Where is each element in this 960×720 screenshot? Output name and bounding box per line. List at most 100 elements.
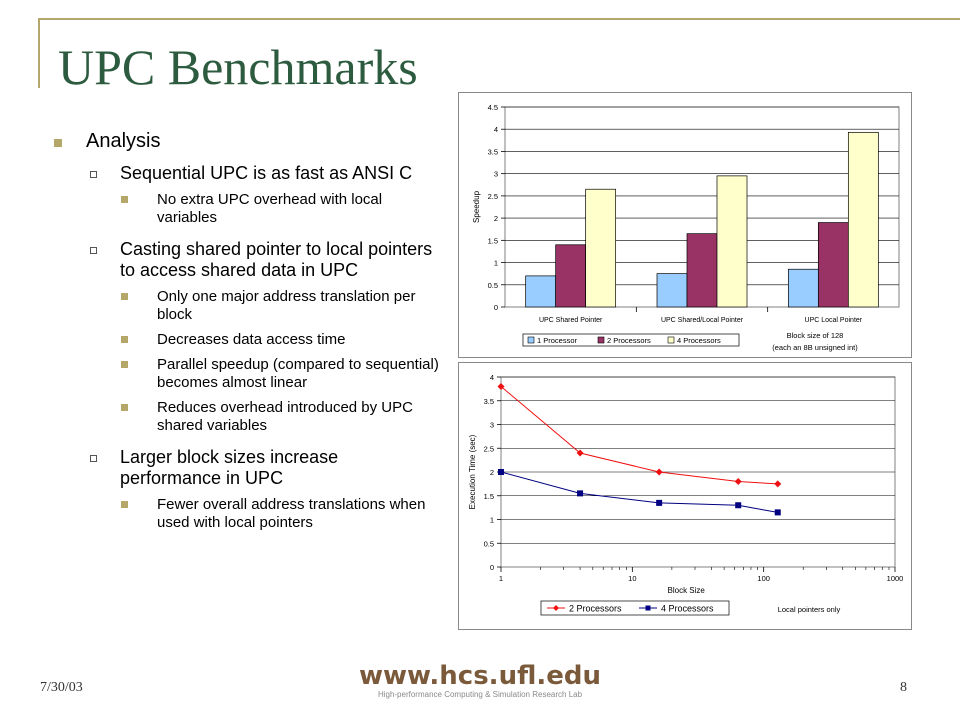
bullet-subitem: Only one major address translation per b… bbox=[48, 288, 443, 324]
square-bullet-icon bbox=[121, 196, 128, 203]
logo-subtitle: High-performance Computing & Simulation … bbox=[377, 690, 583, 699]
legend-swatch bbox=[597, 336, 605, 344]
bullet-subitem: Fewer overall address translations when … bbox=[48, 496, 443, 532]
y-tick-label: 3.5 bbox=[484, 397, 494, 406]
square-bullet-icon bbox=[121, 404, 128, 411]
bullet-subitem-text: Decreases data access time bbox=[157, 331, 346, 348]
page-number: 8 bbox=[900, 680, 907, 695]
title-frame-top bbox=[38, 18, 960, 20]
y-tick-label: 4 bbox=[494, 125, 498, 134]
data-point bbox=[735, 502, 742, 509]
y-tick-label: 1 bbox=[490, 516, 494, 525]
y-tick-label: 2.5 bbox=[484, 444, 494, 453]
hollow-square-bullet-icon bbox=[90, 247, 97, 254]
legend-box bbox=[522, 333, 740, 347]
legend-marker bbox=[645, 605, 651, 611]
data-point bbox=[576, 449, 584, 457]
bullet-subitem-text: Reduces overhead introduced by UPC share… bbox=[157, 399, 413, 434]
y-tick-label: 2.5 bbox=[488, 192, 498, 201]
bar bbox=[817, 222, 849, 308]
bullet-item: Sequential UPC is as fast as ANSI C bbox=[48, 163, 443, 184]
bullet-list: Analysis Sequential UPC is as fast as AN… bbox=[48, 130, 443, 532]
y-tick-label: 1.5 bbox=[484, 492, 494, 501]
bullet-heading: Analysis bbox=[48, 130, 443, 153]
x-tick-label: UPC Shared/Local Pointer bbox=[661, 317, 744, 324]
legend-label: 2 Processors bbox=[569, 604, 622, 614]
data-point bbox=[734, 478, 742, 485]
bullet-subitem-text: Only one major address translation per b… bbox=[157, 288, 416, 323]
title-frame-left bbox=[38, 18, 40, 88]
data-point bbox=[577, 490, 584, 497]
y-tick-label: 3 bbox=[490, 421, 494, 430]
legend-label: 2 Processors bbox=[607, 336, 651, 345]
bullet-item: Casting shared pointer to local pointers… bbox=[48, 239, 443, 281]
chart-note: Local pointers only bbox=[778, 605, 841, 614]
data-point bbox=[497, 383, 505, 390]
legend-label: 4 Processors bbox=[661, 604, 714, 614]
y-tick-label: 0 bbox=[490, 563, 494, 572]
bar bbox=[716, 175, 748, 308]
bar bbox=[686, 233, 718, 308]
logo-url: www.hcs.ufl.edu bbox=[359, 661, 601, 691]
y-tick-label: 0 bbox=[494, 303, 498, 312]
bullet-subitem: Reduces overhead introduced by UPC share… bbox=[48, 399, 443, 435]
y-tick-label: 1.5 bbox=[488, 236, 498, 245]
bullet-subitem-text: Fewer overall address translations when … bbox=[157, 496, 426, 531]
data-point bbox=[656, 499, 663, 506]
y-tick-label: 3 bbox=[494, 170, 498, 179]
bullet-item-text: Casting shared pointer to local pointers… bbox=[120, 239, 433, 280]
hollow-square-bullet-icon bbox=[90, 171, 97, 178]
y-tick-label: 3.5 bbox=[488, 147, 498, 156]
x-tick-label: UPC Shared Pointer bbox=[539, 317, 603, 324]
square-bullet-icon bbox=[121, 336, 128, 343]
square-bullet-icon bbox=[121, 361, 128, 368]
bar bbox=[585, 188, 617, 308]
legend-box bbox=[540, 600, 730, 616]
bullet-item-text: Sequential UPC is as fast as ANSI C bbox=[120, 163, 413, 183]
y-tick-label: 1 bbox=[494, 259, 498, 268]
square-bullet-icon bbox=[121, 501, 128, 508]
y-tick-label: 2 bbox=[490, 468, 494, 477]
y-tick-label: 2 bbox=[494, 214, 498, 223]
bullet-subitem-text: No extra UPC overhead with local variabl… bbox=[157, 191, 383, 226]
x-tick-label: UPC Local Pointer bbox=[805, 317, 863, 324]
y-axis-label: Execution Time (sec) bbox=[468, 434, 477, 509]
y-tick-label: 0.5 bbox=[488, 281, 498, 290]
legend-swatch bbox=[667, 336, 675, 344]
bullet-item: Larger block sizes increase performance … bbox=[48, 447, 443, 489]
legend-swatch bbox=[527, 336, 535, 344]
legend-marker bbox=[553, 605, 559, 611]
y-tick-label: 0.5 bbox=[484, 539, 494, 548]
bar bbox=[525, 275, 557, 308]
x-axis-label: Block Size bbox=[668, 586, 706, 595]
bar bbox=[656, 273, 688, 308]
bullet-heading-text: Analysis bbox=[86, 130, 161, 152]
bar bbox=[847, 131, 879, 308]
lab-logo: www.hcs.ufl.edu High-performance Computi… bbox=[300, 662, 660, 699]
x-tick-label: 1 bbox=[499, 574, 503, 583]
slide-title: UPC Benchmarks bbox=[58, 39, 418, 95]
slide-date: 7/30/03 bbox=[40, 680, 83, 695]
bullet-subitem: No extra UPC overhead with local variabl… bbox=[48, 191, 443, 227]
bullet-subitem: Parallel speedup (compared to sequential… bbox=[48, 356, 443, 392]
bar bbox=[787, 268, 819, 308]
bar bbox=[555, 244, 587, 308]
chart-note: Block size of 128 bbox=[787, 331, 844, 340]
hollow-square-bullet-icon bbox=[90, 455, 97, 462]
y-tick-label: 4.5 bbox=[488, 103, 498, 112]
x-tick-label: 1000 bbox=[887, 574, 904, 583]
bullet-item-text: Larger block sizes increase performance … bbox=[120, 447, 339, 488]
square-bullet-icon bbox=[54, 139, 62, 147]
x-tick-label: 10 bbox=[628, 574, 636, 583]
execution-time-line-chart: 0 0.5 1 1.5 2 2.5 3 3.5 4 1 10 100 1000 Block Size Exe… bbox=[458, 362, 912, 630]
square-bullet-icon bbox=[121, 293, 128, 300]
y-axis-label: Speedup bbox=[472, 190, 481, 223]
speedup-bar-chart-svg: 0 0.5 1 1.5 2 2.5 3 3.5 4 4.5 Speedup UPC Shared Po… bbox=[472, 103, 900, 352]
data-point bbox=[774, 509, 781, 516]
data-point bbox=[498, 469, 504, 475]
bullet-subitem: Decreases data access time bbox=[48, 331, 443, 349]
bullet-subitem-text: Parallel speedup (compared to sequential… bbox=[157, 356, 439, 391]
legend-label: 1 Processor bbox=[537, 336, 578, 345]
data-point bbox=[774, 480, 782, 488]
data-point bbox=[655, 468, 663, 476]
